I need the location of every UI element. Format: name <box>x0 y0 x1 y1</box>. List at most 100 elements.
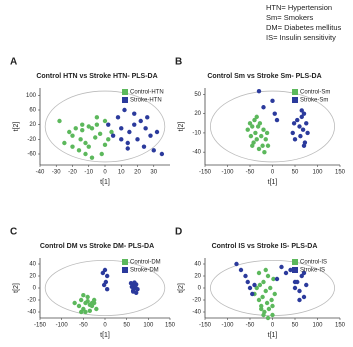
point <box>270 303 275 309</box>
point <box>127 129 132 135</box>
y-tick-label: 0 <box>33 286 37 292</box>
point <box>141 144 147 149</box>
point <box>86 144 91 149</box>
point <box>109 129 114 135</box>
point <box>256 146 262 152</box>
point <box>94 115 100 120</box>
point <box>102 118 108 124</box>
point <box>292 137 298 142</box>
y-tick-label: -10 <box>192 130 201 136</box>
point <box>250 143 255 148</box>
y-tick-label: 20 <box>194 111 201 117</box>
legend-label: Control-DM <box>130 260 161 266</box>
x-tick-label: -20 <box>68 170 77 176</box>
point <box>254 285 259 291</box>
point <box>305 130 310 136</box>
x-tick-label: -150 <box>34 323 47 329</box>
point <box>132 122 137 127</box>
point <box>80 127 85 133</box>
point <box>128 281 134 286</box>
x-tick-label: 100 <box>143 323 154 329</box>
y-tick-label: 40 <box>194 262 201 268</box>
y-axis-label: t[2] <box>178 283 185 293</box>
x-tick-label: 0 <box>103 323 107 329</box>
point <box>234 261 239 267</box>
legend-swatch <box>122 97 128 103</box>
note: HTN= Hypertension <box>266 3 332 12</box>
point <box>102 142 108 148</box>
point <box>62 140 67 146</box>
point <box>297 297 302 303</box>
point <box>138 118 143 124</box>
point <box>94 122 100 127</box>
point <box>300 127 306 132</box>
point <box>254 137 259 142</box>
point <box>81 293 86 298</box>
y-tick-label: 20 <box>29 122 36 128</box>
x-axis-label: t[1] <box>100 332 110 339</box>
y-axis-label: t[2] <box>13 283 20 293</box>
point <box>299 114 304 120</box>
point <box>270 98 275 104</box>
point <box>143 126 148 131</box>
x-tick-label: -100 <box>56 323 69 329</box>
point <box>268 285 273 291</box>
x-tick-label: -50 <box>246 170 255 176</box>
point <box>91 300 97 306</box>
point <box>256 297 262 303</box>
point <box>263 288 268 294</box>
point <box>261 312 266 318</box>
panel-letter: B <box>175 57 182 68</box>
x-tick-label: 0 <box>271 323 275 329</box>
point <box>263 137 268 142</box>
point <box>262 149 267 155</box>
legend-swatch <box>292 259 298 265</box>
point <box>57 118 62 124</box>
x-tick-label: 100 <box>312 170 323 176</box>
point <box>247 285 253 291</box>
y-tick-label: 100 <box>26 93 37 99</box>
panel-letter: A <box>10 57 17 68</box>
y-tick-label: 40 <box>29 262 36 268</box>
chart-title: Control IS vs Stroke IS- PLS-DA <box>212 243 318 250</box>
panel-letter: C <box>10 227 17 238</box>
point <box>259 133 264 139</box>
point <box>245 279 250 285</box>
point <box>283 270 289 276</box>
point <box>253 130 258 136</box>
point <box>67 129 72 135</box>
point <box>78 297 84 303</box>
x-tick-label: 10 <box>118 170 125 176</box>
point <box>106 122 111 127</box>
point <box>265 273 271 279</box>
point <box>301 270 307 276</box>
note: Sm= Smokers <box>266 13 314 22</box>
point <box>122 107 127 113</box>
point <box>93 135 98 140</box>
point <box>101 282 107 288</box>
y-axis-label: t[2] <box>178 122 185 132</box>
point <box>94 306 99 312</box>
point <box>110 133 116 138</box>
point <box>99 151 104 157</box>
point <box>256 89 262 94</box>
confidence-ellipse <box>44 259 166 316</box>
point <box>252 282 257 288</box>
point <box>97 131 103 137</box>
point <box>76 148 82 153</box>
point <box>299 273 304 279</box>
point <box>151 148 156 153</box>
point <box>148 133 153 138</box>
note: IS= Insulin sensitivity <box>266 33 336 42</box>
panel-letter: D <box>175 227 182 238</box>
point <box>145 115 150 120</box>
point <box>274 276 280 282</box>
point <box>261 105 266 110</box>
point <box>250 124 255 129</box>
point <box>78 137 83 142</box>
point <box>87 308 93 313</box>
chart-title: Control DM vs Stroke DM- PLS-DA <box>40 243 154 250</box>
point <box>247 121 253 126</box>
point <box>134 290 139 295</box>
